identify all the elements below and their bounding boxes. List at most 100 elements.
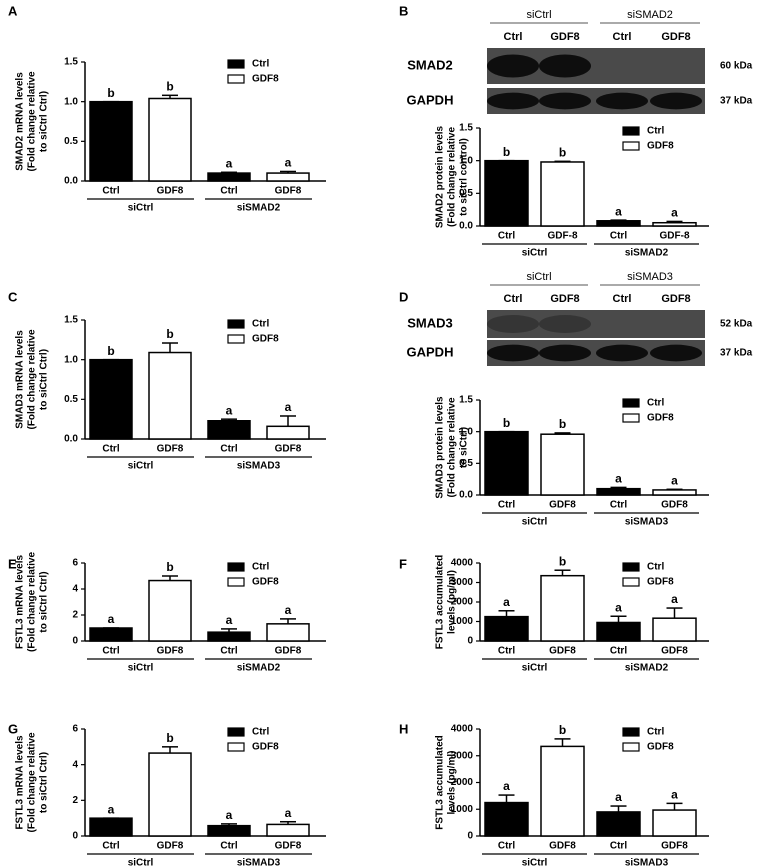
blot-lane-label: GDF8 bbox=[661, 293, 690, 305]
y-tick-label: 0.0 bbox=[459, 490, 473, 501]
error-bar bbox=[554, 738, 571, 747]
significance-letter: b bbox=[559, 145, 566, 159]
x-tick-label: GDF8 bbox=[549, 500, 576, 511]
significance-letter: a bbox=[285, 156, 292, 170]
error-bar bbox=[162, 94, 178, 99]
blot-band bbox=[487, 54, 539, 78]
bar bbox=[89, 627, 133, 642]
y-axis-label: SMAD3 mRNA levels bbox=[15, 330, 26, 429]
group-label: siSMAD2 bbox=[237, 203, 281, 214]
legend-swatch bbox=[622, 562, 640, 572]
group-label: siSMAD2 bbox=[237, 663, 281, 674]
legend-swatch bbox=[622, 398, 640, 408]
blot-lane-label: Ctrl bbox=[504, 31, 523, 43]
blot-band bbox=[650, 92, 702, 110]
x-tick-label: Ctrl bbox=[102, 186, 119, 197]
error-bar bbox=[280, 170, 296, 174]
legend-label: Ctrl bbox=[252, 727, 269, 738]
y-axis-label: to siCtrl) bbox=[459, 427, 470, 468]
x-tick-label: GDF8 bbox=[157, 841, 184, 852]
error-bar bbox=[280, 618, 296, 624]
legend-label: GDF8 bbox=[252, 742, 279, 753]
legend-label: GDF8 bbox=[252, 577, 279, 588]
y-axis-label: FSTL3 mRNA levels bbox=[15, 735, 26, 830]
bar bbox=[484, 430, 529, 496]
legend-label: GDF8 bbox=[647, 742, 674, 753]
group-label: siCtrl bbox=[522, 663, 548, 674]
x-tick-label: Ctrl bbox=[220, 444, 237, 455]
blot-band bbox=[596, 92, 648, 110]
group-label: siSMAD3 bbox=[625, 858, 669, 866]
bar bbox=[596, 811, 641, 837]
y-tick-label: 2000 bbox=[451, 777, 474, 788]
significance-letter: a bbox=[615, 472, 622, 486]
y-axis-label: to siCtrl Ctrl) bbox=[39, 752, 50, 813]
legend-swatch bbox=[622, 141, 640, 151]
blot-lane-label: Ctrl bbox=[504, 293, 523, 305]
bar bbox=[596, 487, 641, 496]
bar bbox=[148, 579, 192, 642]
error-bar bbox=[162, 575, 178, 581]
blot-group-label: siCtrl bbox=[526, 271, 551, 283]
significance-letter: a bbox=[671, 592, 678, 606]
significance-letter: b bbox=[107, 344, 114, 358]
blot-protein-label: GAPDH bbox=[407, 92, 454, 107]
blot-band bbox=[596, 344, 648, 362]
legend-swatch bbox=[622, 577, 640, 587]
y-tick-label: 2 bbox=[72, 610, 78, 621]
x-tick-label: GDF8 bbox=[157, 444, 184, 455]
error-bar bbox=[498, 610, 515, 617]
significance-letter: a bbox=[226, 808, 233, 822]
y-axis-label: (Fold change relative bbox=[447, 397, 458, 497]
bar bbox=[596, 220, 641, 227]
blot-lane-label: GDF8 bbox=[550, 293, 579, 305]
group-label: siCtrl bbox=[128, 663, 154, 674]
y-axis-label: SMAD2 mRNA levels bbox=[15, 72, 26, 171]
error-bar bbox=[610, 219, 627, 221]
panel-label: H bbox=[399, 721, 408, 736]
legend-label: Ctrl bbox=[647, 398, 664, 409]
y-tick-label: 6 bbox=[72, 724, 78, 735]
y-axis-label: levels (pg/ml) bbox=[447, 570, 458, 634]
blot-band bbox=[539, 54, 591, 78]
blot-size-label: 52 kDa bbox=[720, 319, 753, 330]
legend-label: GDF8 bbox=[252, 74, 279, 85]
group-label: siSMAD2 bbox=[625, 248, 669, 259]
blot-background bbox=[487, 310, 705, 338]
bar bbox=[89, 817, 133, 837]
legend-swatch bbox=[227, 577, 245, 587]
error-bar bbox=[162, 746, 178, 754]
blot-band bbox=[539, 344, 591, 362]
x-tick-label: Ctrl bbox=[610, 646, 627, 657]
x-tick-label: GDF8 bbox=[661, 500, 688, 511]
group-label: siSMAD2 bbox=[625, 663, 669, 674]
y-tick-label: 4 bbox=[72, 584, 78, 595]
y-axis-label: (Fold change relative bbox=[27, 329, 38, 429]
error-bar bbox=[280, 415, 296, 427]
y-tick-label: 4 bbox=[72, 759, 78, 770]
significance-letter: a bbox=[108, 802, 115, 816]
x-tick-label: Ctrl bbox=[102, 841, 119, 852]
significance-letter: b bbox=[166, 327, 173, 341]
y-axis-label: (Fold change relative bbox=[27, 552, 38, 652]
legend-swatch bbox=[227, 742, 245, 752]
bar bbox=[207, 824, 251, 837]
error-bar bbox=[666, 802, 683, 811]
significance-letter: a bbox=[615, 790, 622, 804]
significance-letter: b bbox=[166, 79, 173, 93]
group-label: siCtrl bbox=[522, 858, 548, 866]
x-tick-label: GDF-8 bbox=[548, 231, 578, 242]
y-tick-label: 1.0 bbox=[459, 155, 473, 166]
significance-letter: a bbox=[226, 613, 233, 627]
blot-band bbox=[487, 315, 539, 333]
legend-label: GDF8 bbox=[647, 413, 674, 424]
y-axis-label: FSTL3 mRNA levels bbox=[15, 555, 26, 650]
x-tick-label: Ctrl bbox=[102, 646, 119, 657]
x-tick-label: GDF8 bbox=[549, 841, 576, 852]
error-bar bbox=[554, 569, 571, 576]
bar bbox=[484, 615, 529, 642]
bar bbox=[207, 420, 251, 440]
y-axis-label: to siCtrl control) bbox=[459, 138, 470, 216]
x-tick-label: Ctrl bbox=[220, 841, 237, 852]
